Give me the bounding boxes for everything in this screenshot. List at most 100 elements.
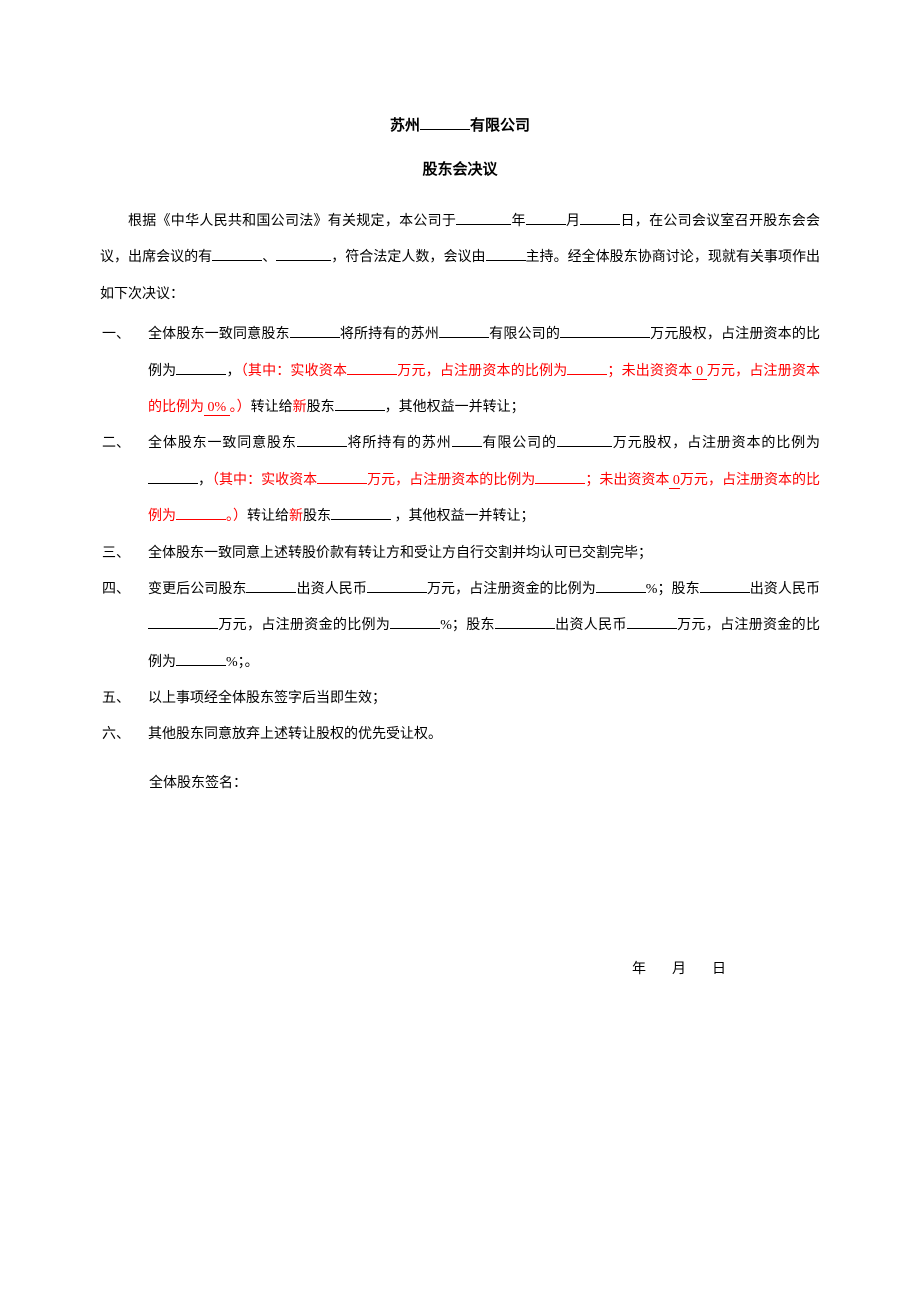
item-1: 一、 全体股东一致同意股东将所持有的苏州有限公司的万元股权，占注册资本的比例为，…: [100, 317, 820, 426]
document-subtitle: 股东会决议: [100, 151, 820, 190]
intro-text: 月: [566, 214, 581, 229]
text: 将所持有的苏州: [347, 436, 452, 451]
text: 全体股东一致同意股东: [148, 436, 297, 451]
red-text: 新: [289, 509, 303, 524]
text: 万元，占注册资金的比例为: [218, 618, 390, 633]
blank: [627, 615, 677, 629]
intro-text: 根据《中华人民共和国公司法》有关规定，本公司于: [128, 214, 456, 229]
underlined-value: 0%: [204, 400, 230, 416]
blank: [560, 324, 650, 338]
blank: [290, 324, 340, 338]
text: 股东: [303, 509, 331, 524]
title-suffix: 有限公司: [470, 118, 530, 134]
text: 股东: [307, 400, 335, 415]
item-5: 五、 以上事项经全体股东签字后当即生效；: [100, 681, 820, 717]
text: 变更后公司股东: [148, 582, 246, 597]
text: 出资人民币: [750, 582, 820, 597]
text: 全体股东一致同意股东: [148, 327, 290, 342]
date-line: 年月日: [100, 952, 820, 988]
blank-month: [526, 211, 566, 225]
blank: [452, 433, 482, 447]
date-month: 月: [660, 952, 700, 988]
text: ，其他权益一并转让；: [391, 509, 535, 524]
text: 。）: [230, 400, 251, 415]
text: ；未出资资本: [607, 364, 692, 379]
item-number: 五、: [100, 681, 148, 717]
blank-host: [486, 247, 526, 261]
item-4: 四、 变更后公司股东出资人民币万元，占注册资金的比例为%；股东出资人民币万元，占…: [100, 572, 820, 681]
date-year: 年: [620, 952, 660, 988]
signature-line: 全体股东签名：: [100, 766, 820, 802]
text: （其中：实收资本: [241, 364, 347, 379]
text: 万元，占注册资金的比例为: [427, 582, 596, 597]
blank: [176, 652, 226, 666]
blank: [567, 361, 607, 375]
blank-attendee1: [212, 247, 262, 261]
item-2: 二、 全体股东一致同意股东 将所持有的苏州 有限公司的 万元股权，占注册资本的比例为 ，…: [100, 426, 820, 535]
blank: [347, 361, 397, 375]
blank: [246, 579, 296, 593]
item-number: 三、: [100, 536, 148, 572]
item-6: 六、 其他股东同意放弃上述转让股权的优先受让权。: [100, 717, 820, 753]
blank-day: [580, 211, 620, 225]
item-3: 三、 全体股东一致同意上述转股价款有转让方和受让方自行交割并均认可已交割完毕；: [100, 536, 820, 572]
item-content: 全体股东一致同意股东将所持有的苏州有限公司的万元股权，占注册资本的比例为，（其中…: [148, 317, 820, 426]
blank-year: [456, 211, 511, 225]
blank: [596, 579, 646, 593]
blank: [367, 579, 427, 593]
item-content: 变更后公司股东出资人民币万元，占注册资金的比例为%；股东出资人民币万元，占注册资…: [148, 572, 820, 681]
text: 万元，占注册资本的比例为: [397, 364, 567, 379]
text: ，: [198, 473, 212, 488]
blank: [176, 506, 226, 520]
item-number: 二、: [100, 426, 148, 462]
text: 万元股权，占注册资本的比例为: [612, 436, 820, 451]
item-number: 四、: [100, 572, 148, 608]
title-prefix: 苏州: [390, 118, 420, 134]
text: %；股东: [440, 618, 495, 633]
intro-text: 年: [511, 214, 526, 229]
blank: [317, 470, 367, 484]
item-content: 以上事项经全体股东签字后当即生效；: [148, 681, 820, 717]
item-content: 其他股东同意放弃上述转让股权的优先受让权。: [148, 717, 820, 753]
item-content: 全体股东一致同意股东 将所持有的苏州 有限公司的 万元股权，占注册资本的比例为 ，（其中…: [148, 426, 820, 535]
text: %；。: [226, 655, 259, 670]
blank: [335, 397, 385, 411]
blank: [331, 506, 391, 520]
item-content: 全体股东一致同意上述转股价款有转让方和受让方自行交割并均认可已交割完毕；: [148, 536, 820, 572]
text: （其中：实收资本: [212, 473, 317, 488]
text: ；未出资资本: [585, 473, 669, 488]
text: 有限公司的: [482, 436, 557, 451]
underlined-value: 0: [669, 473, 680, 489]
intro-paragraph: 根据《中华人民共和国公司法》有关规定，本公司于年月日，在公司会议室召开股东会会议…: [100, 204, 820, 313]
blank: [535, 470, 585, 484]
underlined-value: 0: [692, 364, 706, 380]
text: 出资人民币: [555, 618, 627, 633]
text: 万元，占注册资本的比例为: [367, 473, 535, 488]
blank: [148, 615, 218, 629]
text: 有限公司的: [489, 327, 560, 342]
intro-text: ，符合法定人数，会议由: [331, 250, 485, 265]
blank-attendee2: [276, 247, 331, 261]
text: 转让给: [251, 400, 293, 415]
text: 。）: [226, 509, 247, 524]
date-day: 日: [700, 952, 740, 988]
text: ，: [226, 364, 240, 379]
text: 转让给: [247, 509, 289, 524]
company-title: 苏州 有限公司: [100, 110, 820, 143]
blank: [495, 615, 555, 629]
blank: [297, 433, 347, 447]
blank: [557, 433, 612, 447]
blank: [176, 361, 226, 375]
blank: [439, 324, 489, 338]
resolution-list: 一、 全体股东一致同意股东将所持有的苏州有限公司的万元股权，占注册资本的比例为，…: [100, 317, 820, 754]
text: ，其他权益一并转让；: [385, 400, 525, 415]
item-number: 六、: [100, 717, 148, 753]
intro-text: 、: [262, 250, 276, 265]
blank: [700, 579, 750, 593]
text: %；股东: [646, 582, 700, 597]
text: 将所持有的苏州: [340, 327, 439, 342]
blank: [390, 615, 440, 629]
title-blank: [420, 115, 470, 130]
item-number: 一、: [100, 317, 148, 353]
text: 出资人民币: [296, 582, 366, 597]
